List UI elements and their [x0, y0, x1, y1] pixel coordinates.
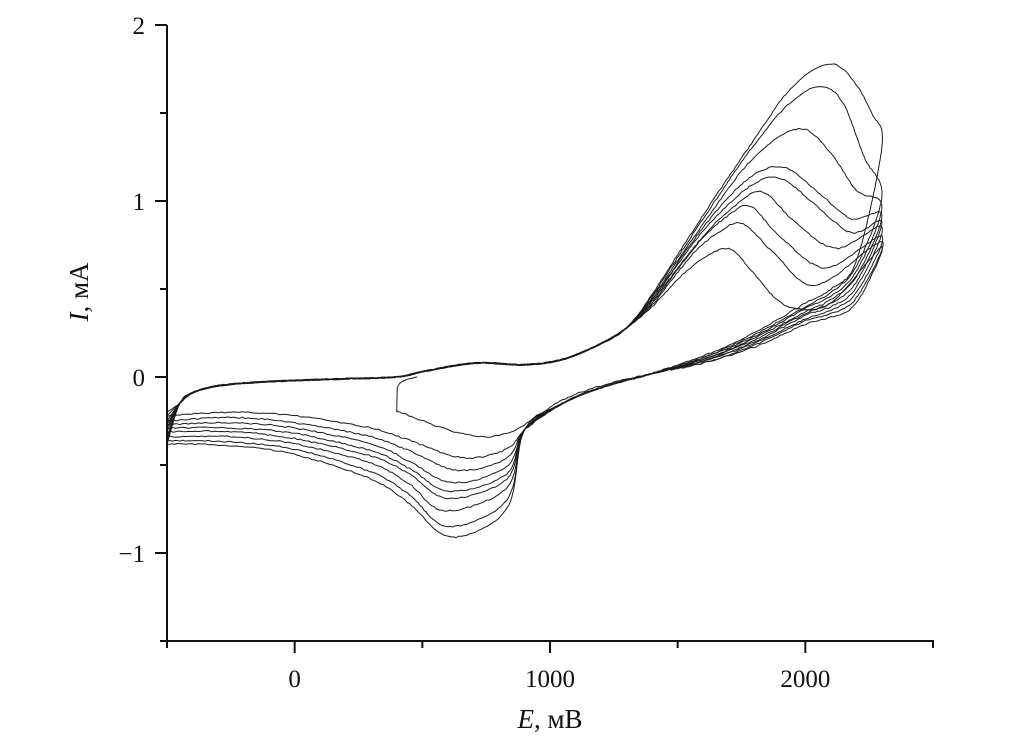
voltammogram-curve-2	[166, 86, 883, 528]
y-tick-label: 0	[133, 365, 146, 392]
x-tick-label: 1000	[525, 666, 575, 693]
x-axis-unit: , мВ	[534, 704, 583, 734]
voltammogram-curve-1	[166, 63, 883, 539]
voltammogram-curve-6	[166, 190, 883, 484]
y-tick-label: −1	[118, 541, 145, 568]
y-axis-symbol: I	[64, 311, 94, 323]
x-tick-label: 0	[288, 666, 301, 693]
y-tick-label: 1	[133, 189, 146, 216]
y-axis-unit: , мА	[64, 262, 94, 313]
y-axis-title: I, мА	[64, 262, 94, 323]
x-axis-title: E, мВ	[516, 704, 582, 734]
voltammogram-curve-8	[166, 221, 884, 459]
y-tick-label: 2	[133, 13, 146, 40]
x-axis-symbol: E	[516, 704, 534, 734]
x-tick-label: 2000	[780, 666, 830, 693]
curves	[166, 63, 884, 539]
voltammogram-curve-4	[166, 166, 883, 500]
start-transient-curve	[396, 376, 418, 413]
voltammogram-curve-9	[166, 246, 883, 438]
axes	[166, 25, 934, 642]
ticks: 0 1000 2000 2 1 0 −1	[118, 13, 934, 693]
voltammogram-curve-3	[166, 128, 883, 512]
